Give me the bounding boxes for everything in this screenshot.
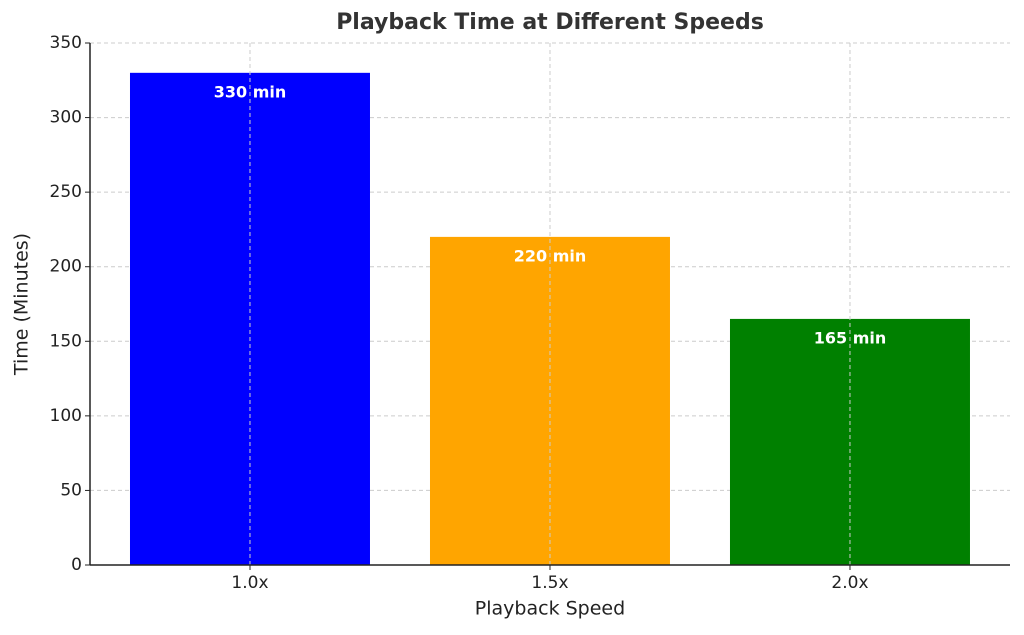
x-axis-label: Playback Speed [475,598,625,620]
y-tick-label: 350 [50,33,82,53]
x-tick-label: 1.5x [531,573,568,593]
value-label: 220 min [514,246,587,265]
y-tick-label: 150 [50,331,82,351]
y-tick-label: 100 [50,406,82,426]
y-tick-label: 300 [50,108,82,128]
y-axis-label: Time (Minutes) [11,233,33,376]
value-label: 165 min [814,328,887,347]
y-tick-label: 250 [50,182,82,202]
y-tick-label: 0 [71,555,82,575]
y-tick-label: 50 [60,480,82,500]
value-label: 330 min [214,82,287,101]
chart-title: Playback Time at Different Speeds [336,10,764,35]
x-tick-label: 2.0x [831,573,868,593]
x-tick-label: 1.0x [231,573,268,593]
y-tick-label: 200 [50,257,82,277]
